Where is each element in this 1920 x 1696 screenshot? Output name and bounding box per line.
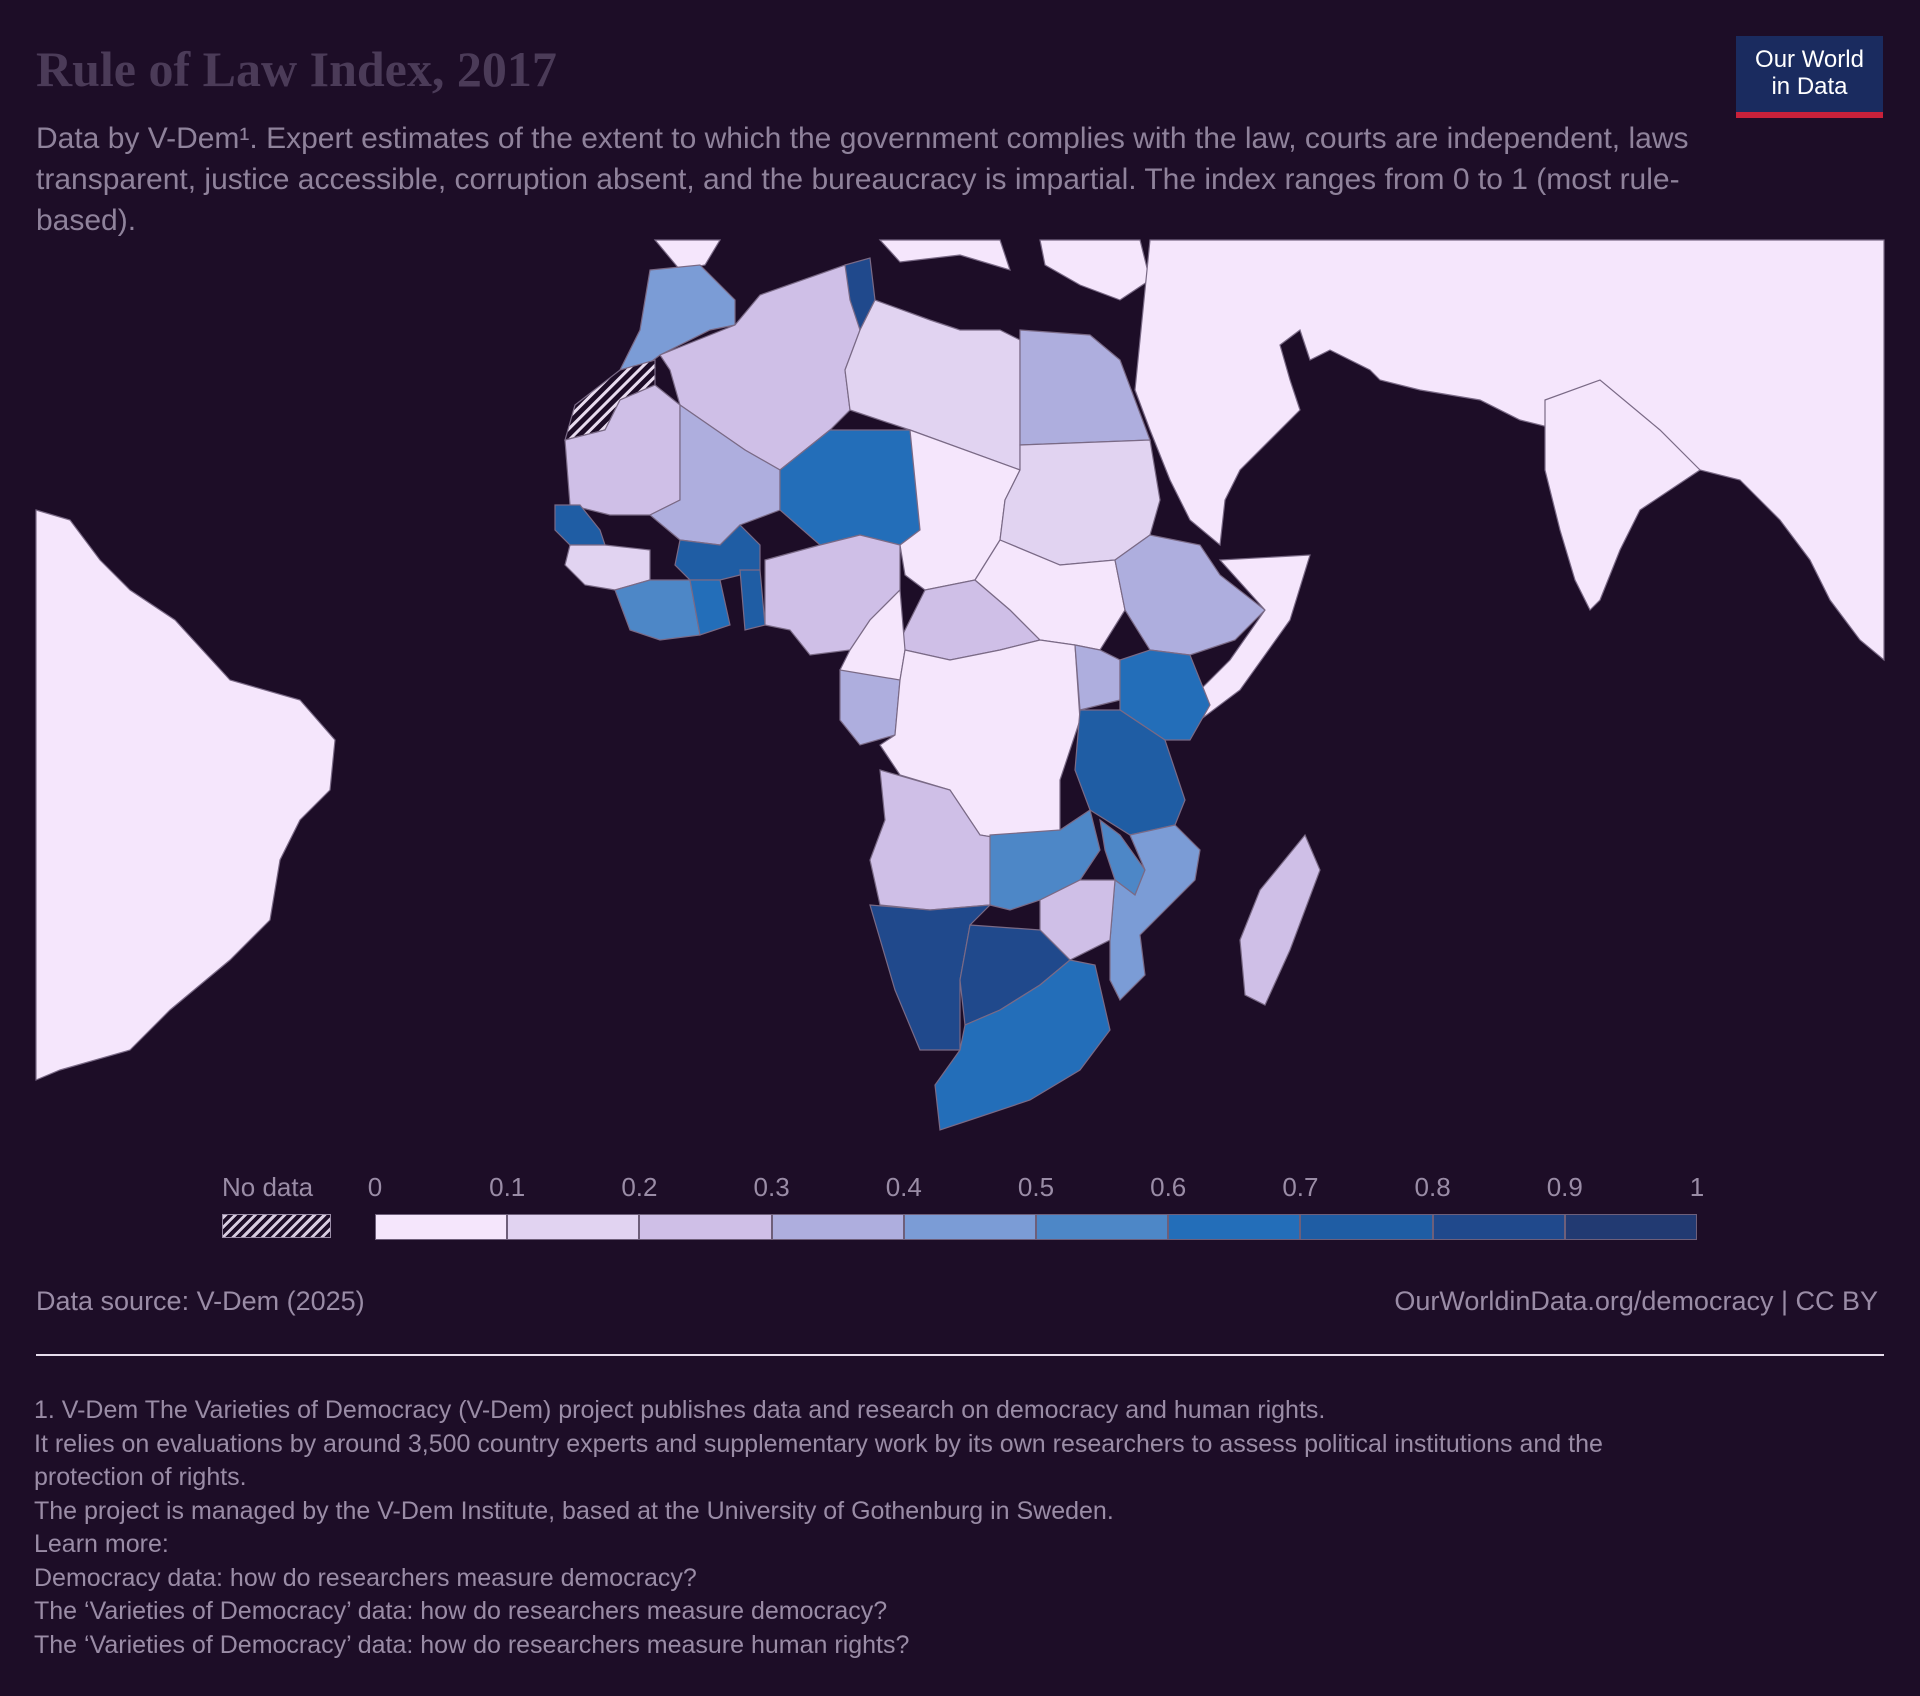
background-land: [35, 239, 1885, 1081]
legend-tick-label: 0.4: [885, 1172, 922, 1202]
legend-bin[interactable]: [375, 1214, 508, 1240]
logo-line-2: in Data: [1771, 73, 1848, 100]
legend-bin[interactable]: [1036, 1214, 1169, 1240]
legend-tick-label: 0.5: [1017, 1172, 1055, 1202]
india-land: [1544, 379, 1701, 612]
footnote-link[interactable]: The ‘Varieties of Democracy’ data: how d…: [34, 1630, 910, 1659]
no-data-swatch: [222, 1214, 331, 1238]
legend-bin[interactable]: [507, 1214, 640, 1240]
country-ethiopia[interactable]: Ethiopia: [1114, 534, 1266, 656]
footnote-line: protection of rights.: [34, 1463, 247, 1491]
chart-subtitle: Data by V-Dem¹. Expert estimates of the …: [36, 122, 1689, 237]
footnote-link[interactable]: Democracy data: how do researchers measu…: [34, 1563, 697, 1592]
footnote-line: Learn more:: [34, 1530, 169, 1558]
no-data-label: No data: [222, 1172, 314, 1202]
legend-tick-label: 0.7: [1282, 1172, 1319, 1202]
footer-divider: [36, 1354, 1884, 1356]
country-mozambique[interactable]: Mozambique: [1109, 824, 1201, 1002]
country-south-africa[interactable]: South Africa: [934, 959, 1111, 1131]
footnote-link[interactable]: The ‘Varieties of Democracy’ data: how d…: [34, 1597, 888, 1625]
legend-tick-label: 0.3: [753, 1172, 790, 1202]
country-egypt[interactable]: Egypt: [1019, 329, 1151, 446]
country-ghana[interactable]: Ghana: [689, 579, 731, 636]
legend-tick-label: 0.1: [489, 1172, 526, 1202]
south-america-land: [35, 509, 336, 1081]
license-link[interactable]: OurWorldinData.org/democracy | CC BY: [1394, 1286, 1878, 1316]
logo-line-1: Our World: [1755, 46, 1864, 73]
legend-bin[interactable]: [903, 1214, 1036, 1240]
country-morocco[interactable]: Morocco: [619, 264, 736, 371]
country-gabon[interactable]: Gabon: [839, 669, 901, 746]
legend-bin[interactable]: [771, 1214, 904, 1240]
country-regions: MoroccoWestern SaharaAlgeriaTunisiaLibya…: [554, 257, 1321, 1131]
legend-tick-label: 1: [1689, 1172, 1705, 1202]
owid-logo[interactable]: Our World in Data: [1736, 36, 1883, 118]
legend-tick-label: 0.6: [1150, 1172, 1187, 1202]
footnote-line: 1. V-Dem The Varieties of Democracy (V-D…: [34, 1396, 1326, 1424]
chart-title: Rule of Law Index, 2017: [36, 41, 557, 97]
footnotes: 1. V-Dem The Varieties of Democracy (V-D…: [34, 1394, 1884, 1662]
legend-tick-label: 0.2: [621, 1172, 658, 1202]
europe-land: [653, 239, 1151, 301]
legend-bin[interactable]: [1432, 1214, 1565, 1240]
footnote-line: The project is managed by the V-Dem Inst…: [34, 1496, 1114, 1525]
legend-bin[interactable]: [639, 1214, 772, 1240]
legend-bin[interactable]: [1564, 1214, 1697, 1240]
legend-tick-label: 0.8: [1414, 1172, 1451, 1202]
data-source: Data source: V-Dem (2025): [36, 1286, 365, 1316]
legend-tick-label: 0.9: [1546, 1172, 1583, 1202]
country-dr-congo[interactable]: DR Congo: [879, 639, 1081, 841]
country-uganda[interactable]: Uganda: [1074, 644, 1121, 711]
legend-bin[interactable]: [1300, 1214, 1433, 1240]
footnote-line: It relies on evaluations by around 3,500…: [34, 1429, 1603, 1458]
legend-bin[interactable]: [1168, 1214, 1301, 1240]
country-benin[interactable]: Benin: [739, 569, 766, 631]
country-madagascar[interactable]: Madagascar: [1239, 833, 1321, 1006]
asia-land: [1134, 239, 1885, 662]
legend-tick-label: 0: [367, 1172, 383, 1202]
country-cote-d-ivoire[interactable]: Cote d'Ivoire: [614, 579, 701, 641]
